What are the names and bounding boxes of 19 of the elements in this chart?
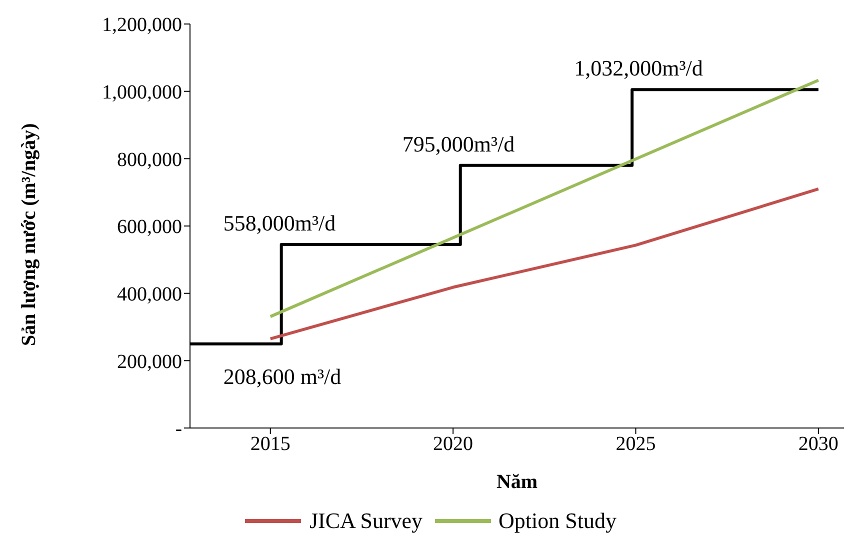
- x-tick-label: 2015: [250, 433, 290, 456]
- y-tick-label: 1,000,000: [102, 81, 182, 104]
- legend-label: JICA Survey: [309, 508, 423, 534]
- annotation: 1,032,000m³/d: [574, 56, 703, 81]
- y-tick-label: 200,000: [117, 350, 182, 373]
- y-axis-title: Sản lượng nước (m³/ngày): [18, 123, 40, 346]
- y-tick-label: 1,200,000: [102, 14, 182, 36]
- legend-label: Option Study: [498, 508, 617, 534]
- y-tick-label: 400,000: [117, 283, 182, 306]
- x-tick-label: 2020: [433, 433, 474, 456]
- annotation: 558,000m³/d: [223, 210, 336, 236]
- x-axis-title: Năm: [496, 471, 538, 493]
- annotation: 795,000m³/d: [402, 131, 515, 156]
- x-tick-label: 2025: [616, 433, 656, 456]
- annotation: 208,600 m³/d: [223, 364, 342, 389]
- y-tick-label: -: [175, 418, 182, 440]
- y-tick-label: 800,000: [117, 148, 182, 171]
- y-tick-label: 600,000: [117, 216, 182, 238]
- x-tick-label: 2030: [798, 433, 838, 456]
